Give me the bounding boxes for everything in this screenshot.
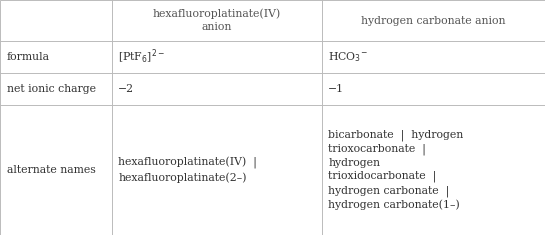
- Text: hydrogen carbonate anion: hydrogen carbonate anion: [361, 16, 506, 26]
- Text: formula: formula: [7, 52, 50, 62]
- Text: hexafluoroplatinate(IV)  |
hexafluoroplatinate(2–): hexafluoroplatinate(IV) | hexafluoroplat…: [118, 157, 257, 183]
- Text: hexafluoroplatinate(IV)
anion: hexafluoroplatinate(IV) anion: [153, 9, 281, 32]
- Text: −1: −1: [328, 84, 344, 94]
- Text: −2: −2: [118, 84, 135, 94]
- Text: alternate names: alternate names: [7, 165, 95, 175]
- Text: HCO$_3$$^{-}$: HCO$_3$$^{-}$: [328, 50, 368, 64]
- Text: bicarbonate  |  hydrogen
trioxocarbonate  |
hydrogen
trioxidocarbonate  |
hydrog: bicarbonate | hydrogen trioxocarbonate |…: [328, 129, 463, 210]
- Text: net ionic charge: net ionic charge: [7, 84, 95, 94]
- Text: [PtF$_6$]$^{2-}$: [PtF$_6$]$^{2-}$: [118, 48, 165, 66]
